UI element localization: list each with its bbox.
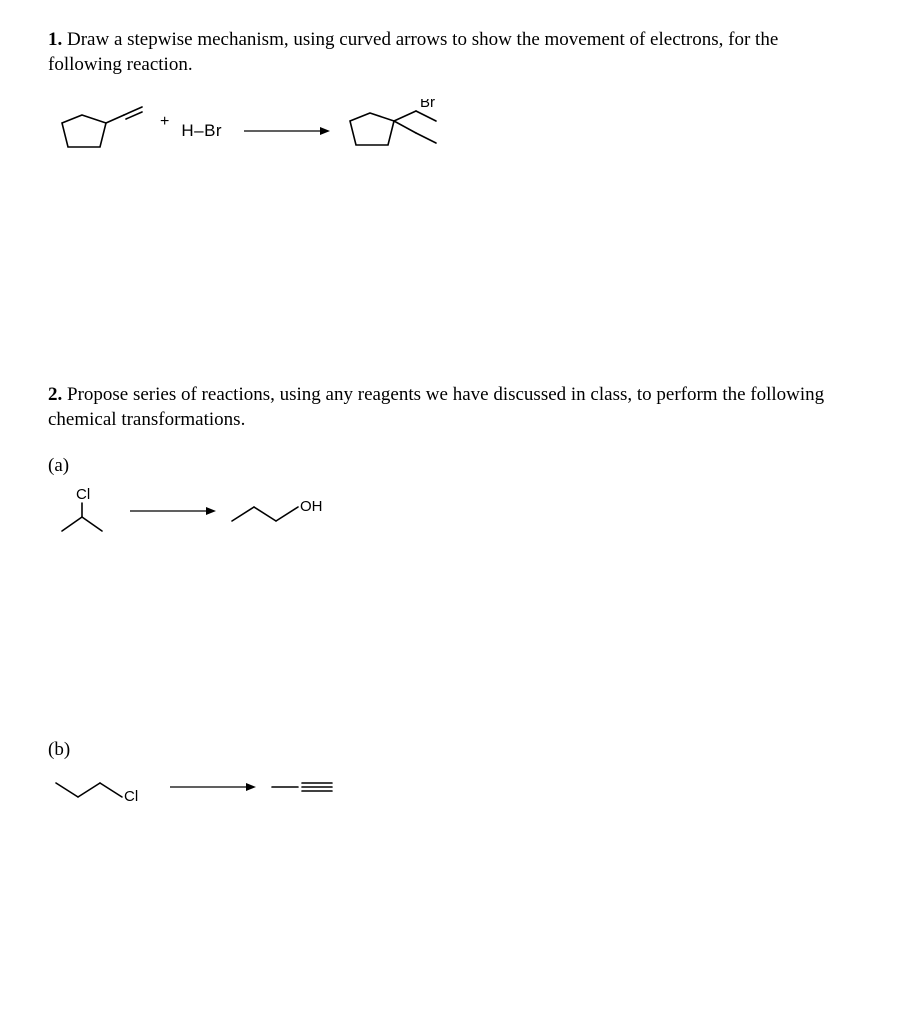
- reaction-arrow: [166, 777, 256, 797]
- q1-reaction: + H–Br Br: [48, 99, 853, 163]
- q2b-product: [264, 775, 344, 799]
- q1-text: Draw a stepwise mechanism, using curved …: [48, 29, 778, 75]
- q2b-reaction: Cl: [48, 767, 853, 807]
- q1-starting-material: [48, 101, 148, 161]
- q2a-product: OH: [224, 491, 344, 531]
- plus-sign: +: [160, 113, 169, 131]
- page: 1. Draw a stepwise mechanism, using curv…: [0, 0, 901, 855]
- q2a-starting-material: Cl: [48, 483, 118, 539]
- q2b-label: (b): [48, 739, 853, 761]
- q2b-block: (b) Cl: [48, 739, 853, 807]
- reaction-arrow: [126, 501, 216, 521]
- q2-number: 2.: [48, 384, 62, 405]
- q2-text: Propose series of reactions, using any r…: [48, 384, 824, 430]
- q2a-reaction: Cl OH: [48, 483, 853, 539]
- q1-number: 1.: [48, 29, 62, 50]
- cl-label: Cl: [76, 486, 90, 503]
- q2a-block: (a) Cl O: [48, 455, 853, 539]
- br-label: Br: [420, 99, 435, 111]
- q2-prompt: 2. Propose series of reactions, using an…: [48, 383, 853, 432]
- q1-prompt: 1. Draw a stepwise mechanism, using curv…: [48, 28, 853, 77]
- cl-label-b: Cl: [124, 788, 138, 805]
- q1-product: Br: [338, 99, 458, 163]
- hbr-reagent: H–Br: [181, 121, 222, 141]
- q2a-label: (a): [48, 455, 853, 477]
- q2b-starting-material: Cl: [48, 767, 158, 807]
- reaction-arrow: [240, 121, 330, 141]
- oh-label: OH: [300, 498, 323, 515]
